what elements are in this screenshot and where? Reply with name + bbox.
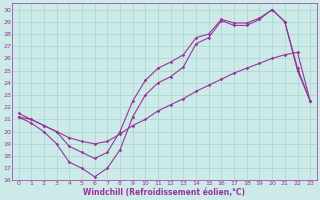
X-axis label: Windchill (Refroidissement éolien,°C): Windchill (Refroidissement éolien,°C)	[83, 188, 245, 197]
